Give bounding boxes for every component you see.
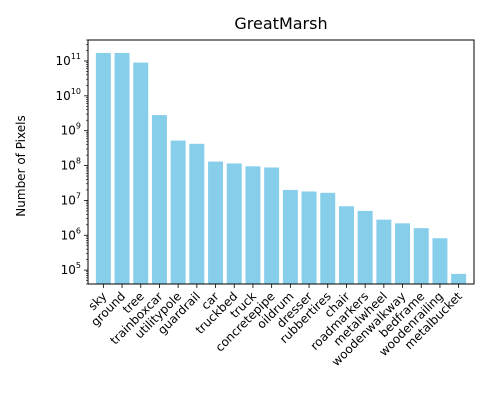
bars-group xyxy=(95,52,467,285)
y-tick-label: 109 xyxy=(61,122,81,138)
bar-truckbed xyxy=(226,163,242,284)
bar-rubbertires xyxy=(320,192,336,284)
bar-metalwheel xyxy=(376,219,392,284)
y-ticks-group: 105 106 107 108 109 1010 1011 xyxy=(56,39,88,285)
y-tick-label: 106 xyxy=(61,226,81,242)
bar-bedframe xyxy=(413,228,429,284)
bar-utilitypole xyxy=(170,140,186,284)
y-tick-label: 1011 xyxy=(56,52,81,68)
plot-frame xyxy=(87,39,475,285)
bar-sky xyxy=(95,52,111,285)
bar-concretepipe xyxy=(264,167,280,284)
y-tick-label: 105 xyxy=(61,261,81,277)
y-tick-label: 108 xyxy=(61,157,81,173)
bar-roadmarkers xyxy=(357,210,373,284)
y-tick-label: 107 xyxy=(61,191,81,207)
y-axis-label: Number of Pixels xyxy=(14,115,28,216)
x-ticks-group: skygroundtreetrainboxcarutilitypoleguard… xyxy=(86,284,465,369)
bar-ground xyxy=(114,52,130,285)
bar-car xyxy=(208,161,224,284)
chart-title: GreatMarsh xyxy=(234,14,327,33)
y-tick-label: 1010 xyxy=(56,87,81,103)
bar-woodenrailing xyxy=(432,238,448,284)
bar-metalbucket xyxy=(451,273,467,284)
bar-oildrum xyxy=(282,189,298,284)
bar-trainboxcar xyxy=(151,115,167,284)
bar-tree xyxy=(133,62,149,284)
bar-woodenwalkway xyxy=(395,223,411,284)
bar-chair xyxy=(338,206,354,284)
bar-truck xyxy=(245,166,261,284)
bar-dresser xyxy=(301,191,317,284)
bar-guardrail xyxy=(189,143,205,284)
